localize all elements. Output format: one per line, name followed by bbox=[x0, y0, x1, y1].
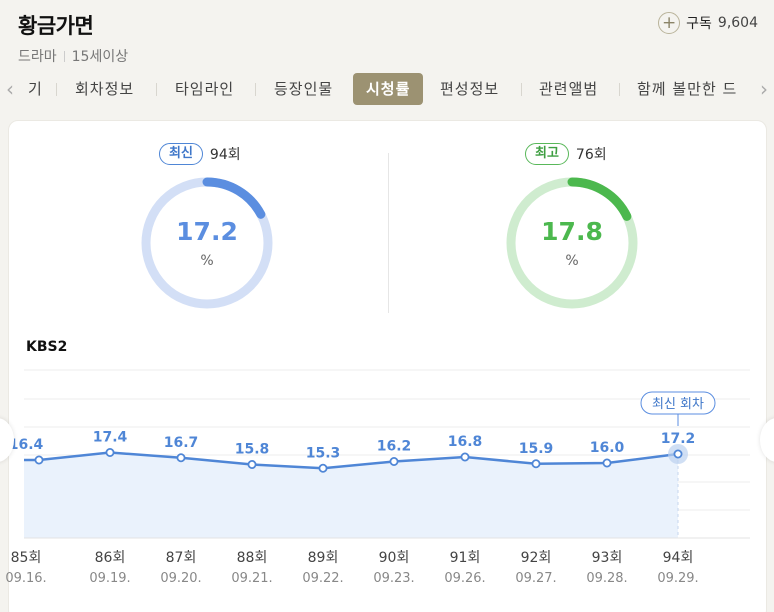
x-tick-date: 09.28. bbox=[586, 571, 627, 586]
x-tick-episode: 94회 bbox=[663, 550, 694, 566]
x-tick-episode: 87회 bbox=[166, 550, 197, 566]
latest-badge: 최신 bbox=[159, 143, 203, 165]
x-tick-episode: 92회 bbox=[521, 550, 552, 566]
x-tick-date: 09.19. bbox=[89, 571, 130, 586]
program-meta: 드라마 15세이상 bbox=[18, 46, 128, 66]
program-title: 황금가면 bbox=[18, 14, 94, 38]
x-tick-episode: 89회 bbox=[308, 550, 339, 566]
tab-prev-partial[interactable]: 기 bbox=[28, 80, 43, 98]
highest-rating-donut: 17.8 % bbox=[502, 173, 642, 313]
data-label: 16.8 bbox=[448, 434, 483, 450]
tab-divider bbox=[156, 83, 157, 96]
latest-rating-value: 17.2 bbox=[176, 217, 238, 246]
data-point bbox=[318, 463, 328, 473]
data-point bbox=[460, 452, 470, 462]
tab-episode-info[interactable]: 회차정보 bbox=[75, 80, 135, 98]
tab-related-album[interactable]: 관련앨범 bbox=[539, 80, 599, 98]
donut-arc bbox=[141, 177, 273, 309]
latest-rating-unit: % bbox=[200, 253, 214, 269]
tab-schedule[interactable]: 편성정보 bbox=[440, 80, 500, 98]
data-point bbox=[34, 455, 44, 465]
highest-rating-value: 17.8 bbox=[541, 217, 603, 246]
subscribe-button[interactable]: + 구독 9,604 bbox=[658, 12, 758, 34]
x-tick-date: 09.20. bbox=[160, 571, 201, 586]
data-point bbox=[673, 449, 683, 459]
x-tick-episode: 91회 bbox=[450, 550, 481, 566]
data-label: 16.2 bbox=[377, 439, 412, 455]
latest-episode: 94회 bbox=[209, 147, 241, 163]
tab-divider bbox=[255, 83, 256, 96]
data-label: 15.3 bbox=[306, 445, 341, 461]
subscribe-count: 9,604 bbox=[717, 15, 758, 31]
data-point bbox=[105, 447, 115, 457]
highest-rating-unit: % bbox=[565, 253, 579, 269]
x-tick-date: 09.23. bbox=[373, 571, 414, 586]
tab-bar: ‹ 기 회차정보 타임라인 등장인물 시청률 편성정보 관련앨범 함께 볼만한 … bbox=[0, 73, 774, 107]
data-label: 17.2 bbox=[661, 431, 696, 447]
latest-callout-box bbox=[640, 391, 716, 415]
x-tick-episode: 93회 bbox=[592, 550, 623, 566]
x-tick-date: 09.29. bbox=[657, 571, 698, 586]
x-tick-episode: 85회 bbox=[11, 550, 42, 566]
data-label: 15.9 bbox=[519, 441, 554, 457]
tab-recommended[interactable]: 함께 볼만한 드 bbox=[637, 80, 738, 98]
donut-arc bbox=[506, 177, 638, 309]
subscribe-label: 구독 bbox=[686, 16, 712, 32]
x-tick-date: 09.21. bbox=[231, 571, 272, 586]
data-label: 16.7 bbox=[164, 435, 199, 451]
highest-stat-header: 최고 76회 bbox=[525, 143, 607, 165]
meta-divider bbox=[63, 50, 65, 62]
highest-episode: 76회 bbox=[575, 147, 607, 163]
plus-icon: + bbox=[658, 12, 681, 34]
data-point bbox=[176, 453, 186, 463]
chevron-left-icon[interactable]: ‹ bbox=[6, 77, 14, 101]
x-tick-date: 09.27. bbox=[515, 571, 556, 586]
latest-callout-label: 최신 회차 bbox=[652, 397, 704, 412]
x-tick-episode: 90회 bbox=[379, 550, 410, 566]
genre-label: 드라마 bbox=[18, 49, 57, 65]
highest-badge: 최고 bbox=[525, 143, 569, 165]
age-rating-label: 15세이상 bbox=[71, 49, 129, 65]
tab-divider bbox=[56, 83, 57, 96]
data-point bbox=[247, 459, 257, 469]
latest-stat-header: 최신 94회 bbox=[159, 143, 241, 165]
chart-area-fill bbox=[24, 452, 678, 538]
x-tick-date: 09.16. bbox=[5, 571, 46, 586]
data-point bbox=[531, 459, 541, 469]
channel-label: KBS2 bbox=[26, 339, 68, 355]
tab-ratings[interactable]: 시청률 bbox=[353, 73, 424, 105]
data-label: 16.0 bbox=[590, 440, 625, 456]
data-label: 17.4 bbox=[93, 430, 128, 446]
program-header: 황금가면 드라마 15세이상 + 구독 9,604 bbox=[18, 10, 758, 70]
tab-characters[interactable]: 등장인물 bbox=[274, 80, 334, 98]
data-label: 16.4 bbox=[9, 437, 44, 453]
latest-rating-donut: 17.2 % bbox=[137, 173, 277, 313]
chart-prev-button[interactable] bbox=[0, 418, 14, 462]
data-label: 15.8 bbox=[235, 442, 270, 458]
tab-divider bbox=[619, 83, 620, 96]
tab-divider bbox=[521, 83, 522, 96]
chevron-right-icon[interactable]: › bbox=[760, 77, 768, 101]
x-tick-episode: 86회 bbox=[95, 550, 126, 566]
chart-next-button[interactable] bbox=[760, 418, 774, 462]
x-tick-date: 09.26. bbox=[444, 571, 485, 586]
x-tick-date: 09.22. bbox=[302, 571, 343, 586]
stats-divider bbox=[388, 153, 389, 313]
x-tick-episode: 88회 bbox=[237, 550, 268, 566]
data-point bbox=[602, 458, 612, 468]
data-point bbox=[389, 456, 399, 466]
tab-timeline[interactable]: 타임라인 bbox=[175, 80, 235, 98]
